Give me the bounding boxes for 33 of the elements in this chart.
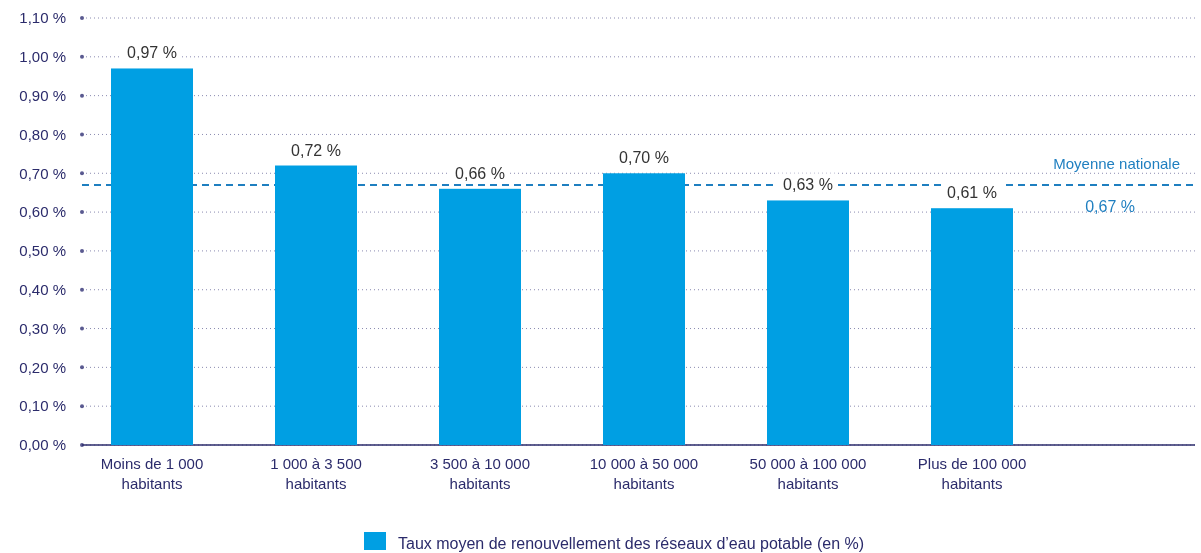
x-tick-label: 10 000 à 50 000 habitants xyxy=(589,455,699,492)
bar xyxy=(111,68,193,445)
annotation: 0,67 % xyxy=(1085,197,1135,215)
bar xyxy=(439,188,521,445)
x-tick-label: 1 000 à 3 500 habitants xyxy=(270,455,362,492)
y-tick-label: 0,20 % xyxy=(19,358,66,376)
y-tick-label: 0,90 % xyxy=(19,86,66,104)
data-label: 0,66 % xyxy=(455,164,505,182)
bar xyxy=(767,200,849,445)
y-tick-label: 1,10 % xyxy=(19,9,66,27)
data-label: 0,61 % xyxy=(947,184,997,202)
y-tick-label: 0,30 % xyxy=(19,319,66,337)
y-tick-label: 0,10 % xyxy=(19,397,66,415)
x-tick-label: 50 000 à 100 000 habitants xyxy=(749,455,867,492)
y-tick-label: 0,70 % xyxy=(19,164,66,182)
data-label: 0,72 % xyxy=(291,141,341,159)
bar xyxy=(275,165,357,445)
ref-line-label: Moyenne nationale xyxy=(1053,154,1180,172)
x-tick-label: Moins de 1 000 habitants xyxy=(100,455,204,492)
x-tick-label: Plus de 100 000 habitants xyxy=(917,455,1027,492)
legend-label: Taux moyen de renouvellement des réseaux d’eau potable (en %) xyxy=(398,535,865,552)
y-tick-label: 0,80 % xyxy=(19,125,66,143)
x-tick-label: 3 500 à 10 000 habitants xyxy=(429,455,531,492)
data-label: 0,97 % xyxy=(127,44,177,62)
data-label: 0,70 % xyxy=(619,149,669,167)
y-tick-label: 0,00 % xyxy=(19,436,66,454)
y-tick-label: 0,40 % xyxy=(19,281,66,299)
data-label: 0,63 % xyxy=(783,176,833,194)
bar xyxy=(931,208,1013,445)
bar xyxy=(603,173,685,445)
y-tick-label: 0,50 % xyxy=(19,242,66,260)
y-tick-label: 1,00 % xyxy=(19,48,66,66)
y-tick-label: 0,60 % xyxy=(19,203,66,221)
